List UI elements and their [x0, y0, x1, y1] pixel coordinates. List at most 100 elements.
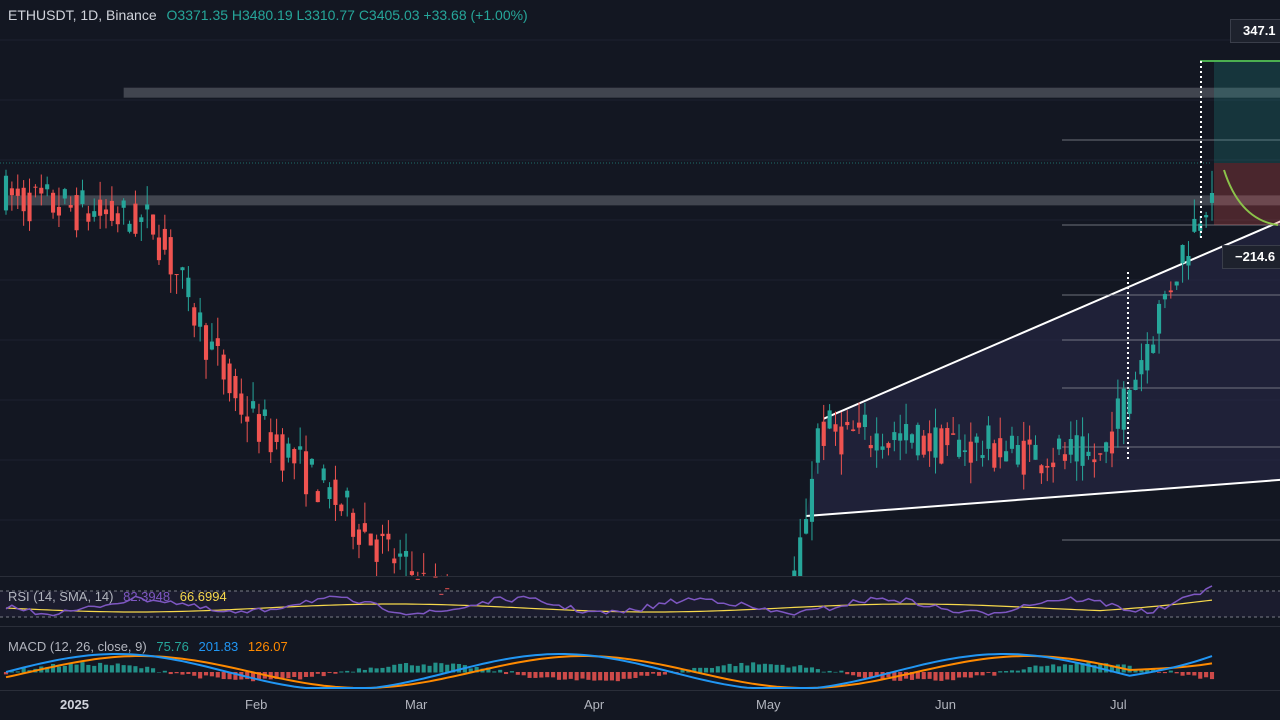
symbol-name[interactable]: ETHUSDT: [8, 7, 73, 23]
measure-tag-upper[interactable]: 347.1: [1230, 19, 1280, 43]
candle: [1027, 425, 1032, 463]
candle-body: [992, 443, 997, 468]
macd-hist-bar: [233, 672, 238, 680]
candle: [1062, 441, 1067, 470]
macd-hist-bar: [439, 663, 444, 673]
macd-hist-bar: [1180, 672, 1185, 676]
x-label-mar: Mar: [405, 697, 428, 712]
ohlc-close: C3405.03: [358, 7, 420, 23]
macd-hist-bar: [298, 672, 303, 680]
macd-hist-bar: [451, 663, 456, 673]
candle: [827, 404, 832, 430]
candle: [45, 176, 50, 197]
macd-hist-bar: [1156, 672, 1162, 673]
exchange: Binance: [106, 7, 157, 23]
measure-tag-lower[interactable]: −214.6: [1222, 245, 1280, 269]
rsi-legend[interactable]: RSI (14, SMA, 14) 82.3948 66.6994: [8, 589, 227, 604]
macd-hist-bar: [656, 672, 662, 676]
position-target-zone: [1214, 61, 1280, 163]
macd-hist-bar: [1162, 672, 1167, 674]
macd-hist-bar: [433, 662, 438, 673]
candle: [945, 422, 950, 456]
candle-body: [103, 209, 109, 215]
candle: [68, 196, 73, 212]
candle: [174, 274, 179, 294]
candle-body: [286, 443, 291, 458]
macd-hist-bar: [1168, 670, 1173, 673]
candle-body: [92, 211, 97, 217]
candle: [856, 402, 862, 434]
candle-body: [280, 434, 285, 471]
macd-legend[interactable]: MACD (12, 26, close, 9) 75.76 201.83 126…: [8, 639, 288, 654]
rsi-value: 82.3948: [123, 589, 171, 604]
x-label-feb: Feb: [245, 697, 268, 712]
candle-body: [909, 434, 915, 443]
macd-hist-bar: [345, 670, 350, 673]
candle-body: [398, 553, 403, 557]
macd-hist-bar: [503, 672, 509, 675]
candle: [298, 427, 303, 464]
macd-pane: [3, 653, 1215, 689]
candle: [898, 414, 903, 461]
candle: [309, 458, 314, 468]
candle-body: [127, 223, 132, 232]
macd-hist-bar: [498, 669, 503, 673]
symbol-legend[interactable]: ETHUSDT, 1D, Binance O3371.35 H3480.19 L…: [8, 7, 528, 23]
candle-body: [874, 433, 879, 451]
macd-hist-bar: [151, 668, 156, 673]
macd-hist-bar: [1068, 664, 1073, 673]
macd-hist-bar: [1051, 664, 1056, 673]
candle: [939, 424, 944, 465]
resistance-zone: [6, 195, 1280, 206]
candle: [221, 349, 226, 395]
macd-hist-bar: [774, 664, 779, 673]
interval[interactable]: 1D: [80, 7, 99, 23]
candle-body: [851, 429, 856, 432]
candle-body: [403, 551, 409, 557]
macd-hist-bar: [721, 665, 726, 673]
candle-body: [792, 570, 797, 576]
macd-hist-bar: [915, 672, 920, 679]
channel-upper-line: [823, 220, 1280, 420]
candle-body: [1186, 256, 1191, 266]
candle: [109, 186, 114, 227]
candle-body: [362, 523, 367, 532]
macd-hist-bar: [962, 672, 967, 678]
macd-line: [5, 653, 1213, 689]
candle: [433, 563, 438, 578]
macd-hist-bar: [203, 672, 209, 676]
ohlc-low: L3310.77: [296, 7, 355, 23]
macd-hist-bar: [380, 667, 385, 673]
candle-body: [839, 426, 844, 455]
candle: [421, 553, 426, 576]
macd-hist-bar: [798, 665, 803, 673]
candle: [39, 174, 44, 206]
candle-body: [368, 533, 373, 546]
macd-hist-bar: [845, 672, 850, 675]
macd-hist-bar: [515, 672, 520, 675]
macd-hist-bar: [933, 672, 938, 681]
macd-hist-bar: [862, 672, 867, 679]
candle-body: [33, 186, 38, 188]
candle-body: [956, 439, 962, 457]
candle-body: [262, 409, 267, 416]
candle-body: [986, 425, 991, 449]
macd-hist-bar: [568, 672, 573, 679]
macd-hist-bar: [474, 666, 479, 673]
candle-body: [856, 422, 862, 428]
candle-body: [339, 504, 344, 512]
candle: [27, 178, 32, 231]
resistance-zones: [0, 87, 1280, 206]
candle-body: [392, 558, 397, 564]
macd-hist-bar: [592, 672, 597, 681]
macd-hist-bar: [674, 672, 679, 673]
macd-hist-bar: [527, 672, 532, 678]
candle: [9, 181, 14, 211]
macd-hist-bar: [386, 666, 391, 673]
candle-body: [98, 199, 103, 216]
candle: [233, 368, 238, 412]
macd-hist-bar: [856, 672, 862, 677]
macd-hist-bar: [392, 664, 397, 673]
candle-body: [1056, 438, 1062, 450]
